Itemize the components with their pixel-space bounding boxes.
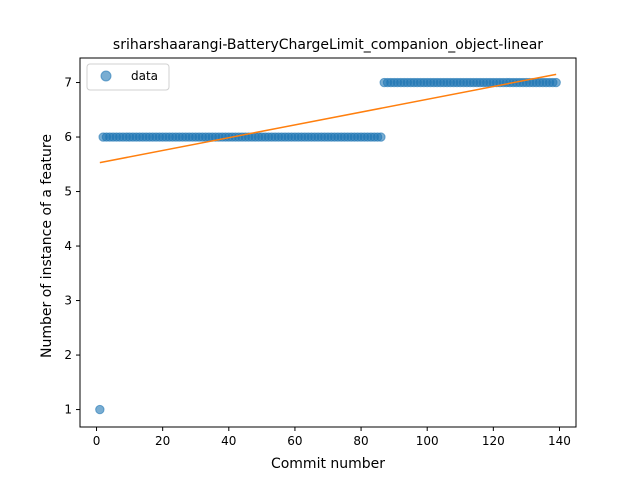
plot-area: 0 20 40 60 80 100 120 140 1 2 3 4 5 6 7 [64, 57, 577, 448]
data-point [551, 77, 561, 88]
x-tick-label: 20 [155, 434, 170, 448]
x-tick-label: 40 [221, 434, 236, 448]
x-tick-label: 0 [93, 434, 101, 448]
x-tick-label: 100 [416, 434, 439, 448]
y-axis-label: Number of instance of a feature [39, 134, 55, 358]
data-point [376, 132, 386, 142]
data-point [95, 404, 105, 415]
fit-line [99, 73, 557, 164]
y-tick-label: 6 [64, 130, 72, 144]
y-tick-label: 4 [64, 239, 72, 253]
x-tick-label: 140 [548, 434, 571, 448]
legend: data [86, 63, 170, 91]
y-tick-label: 7 [64, 76, 72, 90]
y-tick-label: 2 [64, 348, 72, 362]
chart-title: sriharshaarangi-BatteryChargeLimit_compa… [113, 37, 543, 53]
axes-frame [79, 57, 577, 428]
legend-box [86, 63, 170, 91]
x-tick-label: 60 [287, 434, 302, 448]
x-axis-label: Commit number [271, 456, 385, 472]
y-tick-label: 5 [64, 185, 72, 199]
x-tick-label: 80 [353, 434, 368, 448]
legend-marker-data [100, 70, 112, 82]
y-tick-label: 1 [64, 403, 72, 417]
x-tick-label: 120 [482, 434, 505, 448]
legend-label-data: data [131, 69, 158, 83]
y-tick-label: 3 [64, 294, 72, 308]
